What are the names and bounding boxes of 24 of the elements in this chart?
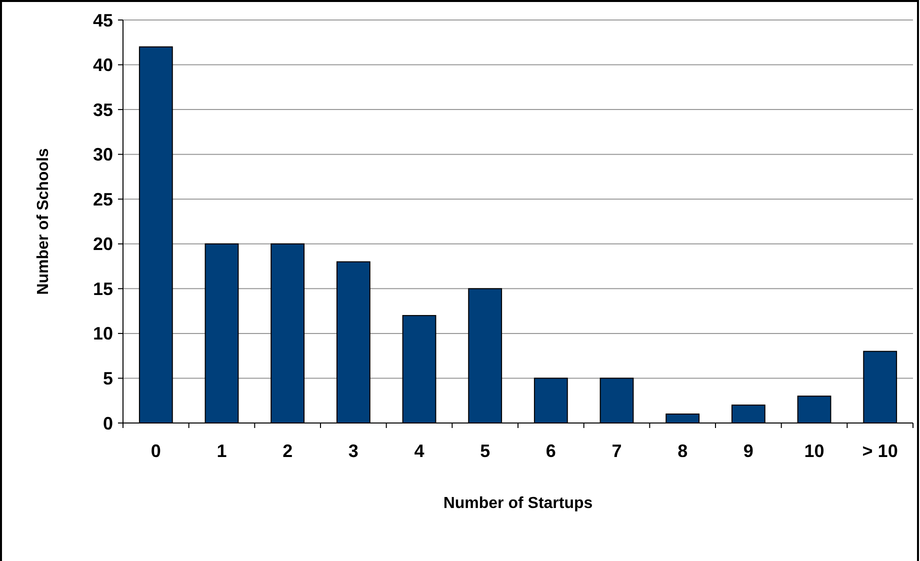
x-axis-title: Number of Startups (443, 495, 593, 512)
y-tick-label: 30 (92, 144, 113, 165)
x-tick-label: 5 (480, 441, 490, 461)
x-tick-label: 0 (150, 441, 161, 461)
x-tick-label: 9 (743, 441, 754, 461)
y-tick-label: 20 (92, 234, 113, 254)
x-tick-label: 4 (414, 441, 424, 461)
y-tick-label: 40 (92, 55, 113, 76)
y-tick-label: 45 (92, 10, 113, 30)
y-tick-label: 15 (92, 278, 113, 299)
x-tick-label: 1 (216, 441, 227, 461)
y-tick-label: 10 (92, 324, 113, 344)
y-tick-label: 25 (92, 189, 113, 210)
x-tick-label: 6 (546, 441, 556, 461)
y-axis-title: Number of Schools (35, 148, 52, 295)
y-tick-label: 5 (102, 368, 113, 389)
x-tick-label: 7 (612, 441, 622, 461)
x-tick-label: 8 (678, 441, 688, 461)
x-tick-label: 2 (282, 441, 293, 461)
x-tick-label: 10 (804, 441, 824, 461)
y-tick-label: 0 (102, 413, 113, 434)
y-tick-label: 35 (92, 100, 113, 120)
x-tick-label: 3 (348, 441, 358, 461)
x-tick-label: > 10 (862, 441, 898, 461)
